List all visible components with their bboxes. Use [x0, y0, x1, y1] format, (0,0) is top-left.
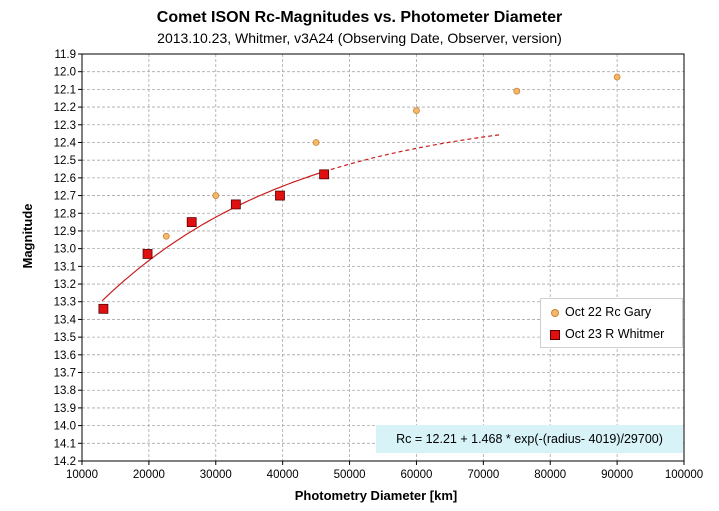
y-axis-label: Magnitude	[20, 204, 35, 269]
y-tick-label: 12.4	[54, 137, 77, 149]
x-tick-label: 80000	[534, 469, 566, 481]
data-points	[99, 74, 620, 313]
y-tick-label: 12.8	[54, 208, 76, 220]
data-point-gary	[614, 74, 620, 80]
x-tick-label: 100000	[665, 469, 703, 481]
grid-lines	[82, 54, 684, 461]
fit-curve-solid	[102, 172, 324, 301]
fit-curve	[102, 135, 500, 301]
x-tick-label: 30000	[200, 469, 232, 481]
x-tick-label: 40000	[267, 469, 299, 481]
y-tick-label: 13.6	[54, 350, 76, 362]
data-point-gary	[413, 108, 419, 114]
data-point-gary	[163, 233, 169, 239]
y-tick-label: 13.1	[54, 261, 76, 273]
y-tick-label: 13.3	[54, 297, 76, 309]
square-marker-icon	[549, 325, 563, 343]
data-point-whitmer	[320, 170, 329, 179]
y-tick-label: 11.9	[54, 49, 76, 61]
y-tick-label: 13.7	[54, 368, 76, 380]
legend-label: Oct 23 R Whitmer	[565, 325, 664, 343]
y-tick-label: 13.0	[54, 244, 76, 256]
x-axis-label: Photometry Diameter [km]	[295, 488, 458, 503]
data-point-gary	[514, 88, 520, 94]
data-point-whitmer	[99, 304, 108, 313]
y-tick-label: 12.7	[54, 191, 76, 203]
x-tick-label: 20000	[133, 469, 165, 481]
y-tick-labels: 11.9 12.0 12.1 12.2 12.3 12.4 12.5 12.6 12.7 12.8…	[54, 49, 77, 468]
y-tick-label: 12.1	[54, 84, 76, 96]
fit-curve-extrapolated	[324, 135, 500, 172]
legend-label: Oct 22 Rc Gary	[565, 303, 651, 321]
x-tick-labels: 10000 20000 30000 40000 50000 60000 70000 80000…	[66, 469, 703, 481]
x-tick-label: 90000	[601, 469, 633, 481]
y-tick-label: 12.3	[54, 120, 76, 132]
y-tick-label: 13.5	[54, 332, 76, 344]
data-point-whitmer	[231, 200, 240, 209]
fit-formula-annotation: Rc = 12.21 + 1.468 * exp(-(radius- 4019)…	[376, 425, 683, 453]
y-tick-label: 13.8	[54, 385, 76, 397]
data-point-gary	[313, 139, 319, 145]
circle-marker-icon	[549, 303, 563, 321]
data-point-gary	[213, 193, 219, 199]
legend: Oct 22 Rc Gary Oct 23 R Whitmer	[540, 298, 683, 348]
x-tick-label: 10000	[66, 469, 98, 481]
y-tick-label: 14.1	[54, 438, 76, 450]
y-tick-label: 13.4	[54, 314, 77, 326]
data-point-whitmer	[143, 249, 152, 258]
y-tick-label: 13.2	[54, 279, 76, 291]
y-tick-label: 13.9	[54, 403, 76, 415]
y-tick-label: 12.9	[54, 226, 76, 238]
x-tick-label: 50000	[334, 469, 366, 481]
y-tick-label: 12.0	[54, 67, 76, 79]
y-tick-label: 12.5	[54, 155, 76, 167]
plot-frame	[78, 54, 684, 465]
data-point-whitmer	[275, 191, 284, 200]
x-tick-label: 60000	[400, 469, 432, 481]
y-tick-label: 14.2	[54, 456, 76, 468]
y-tick-label: 14.0	[54, 421, 76, 433]
plot-border	[82, 54, 684, 461]
data-point-whitmer	[187, 218, 196, 227]
y-tick-label: 12.2	[54, 102, 76, 114]
x-tick-label: 70000	[467, 469, 499, 481]
y-tick-label: 12.6	[54, 173, 76, 185]
